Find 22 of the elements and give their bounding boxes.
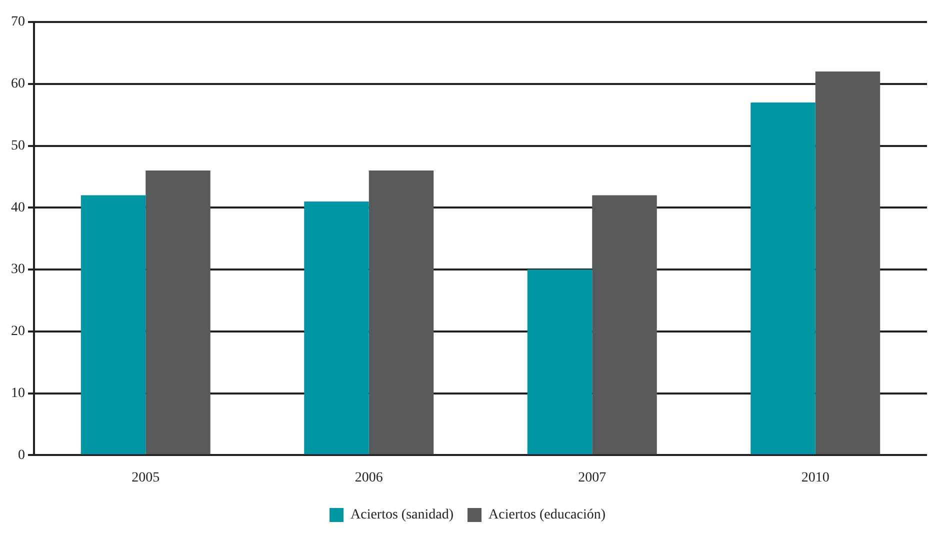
x-tick-label: 2006 — [354, 470, 383, 486]
x-tick-label: 2005 — [132, 470, 160, 486]
bar — [80, 195, 146, 454]
bar — [592, 195, 657, 454]
y-tick-label: 10 — [11, 386, 25, 401]
x-tick-label: 2010 — [801, 470, 830, 486]
bar — [368, 170, 434, 454]
bar — [146, 170, 210, 454]
bar — [304, 201, 369, 454]
legend-label: Aciertos (educación) — [488, 508, 606, 523]
bar — [527, 270, 592, 454]
y-tick-label: 60 — [11, 76, 25, 92]
bar — [750, 102, 816, 454]
y-tick-label: 0 — [18, 448, 25, 463]
y-tick-label: 40 — [11, 200, 25, 216]
y-tick-label: 70 — [11, 14, 25, 30]
bar — [815, 72, 880, 454]
legend-label: Aciertos (sanidad) — [350, 508, 454, 523]
x-tick-label: 2007 — [578, 470, 606, 486]
y-tick-label: 50 — [11, 138, 25, 154]
y-tick-label: 20 — [11, 324, 25, 340]
y-tick-label: 30 — [11, 262, 25, 278]
